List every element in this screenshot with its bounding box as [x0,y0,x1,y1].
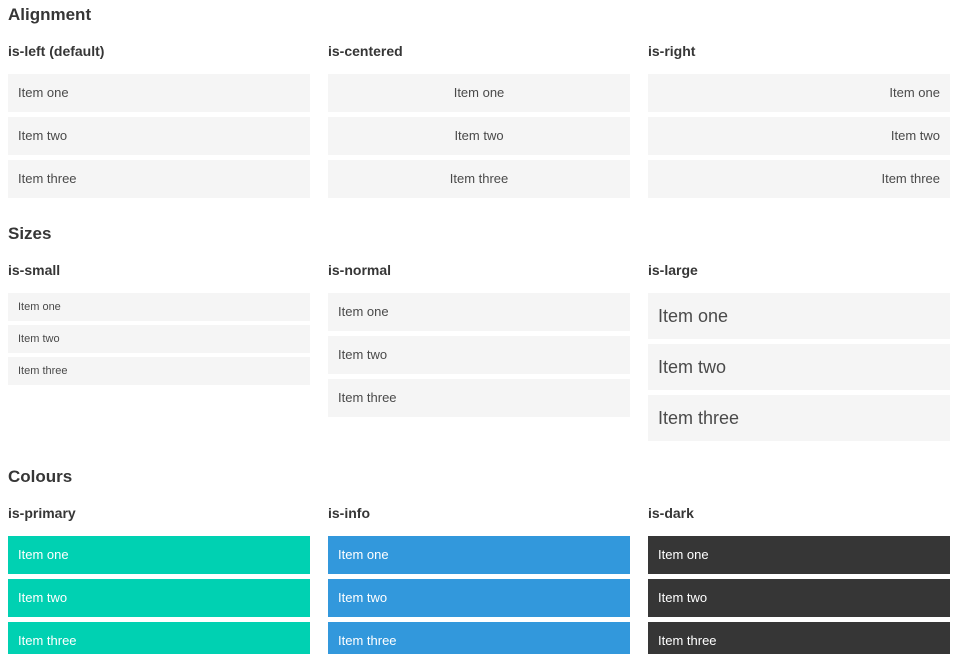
column-is-small: is-small Item one Item two Item three [8,244,310,389]
column-heading-is-normal: is-normal [328,262,392,278]
column-is-primary: is-primary Item one Item two Item three [8,487,310,654]
column-is-info: is-info Item one Item two Item three [328,487,630,654]
alignment-grid: is-left (default) Item one Item two Item… [8,25,950,203]
list-normal: Item one Item two Item three [328,293,630,417]
list-item: Item one [8,536,310,574]
list-item: Item one [8,74,310,112]
section-alignment: Alignment is-left (default) Item one Ite… [8,5,950,203]
list-item: Item two [648,344,950,390]
list-dark: Item one Item two Item three [648,536,950,654]
column-heading-is-small: is-small [8,262,61,278]
section-title-sizes: Sizes [8,224,52,243]
column-is-large: is-large Item one Item two Item three [648,244,950,446]
list-item: Item three [8,357,310,385]
list-item: Item one [328,74,630,112]
column-is-centered: is-centered Item one Item two Item three [328,25,630,203]
list-item: Item one [8,293,310,321]
column-heading-is-info: is-info [328,505,370,521]
column-heading-is-large: is-large [648,262,698,278]
column-heading-is-primary: is-primary [8,505,76,521]
section-colours: Colours is-primary Item one Item two Ite… [8,467,950,654]
column-heading-is-centered: is-centered [328,43,403,59]
list-right-aligned: Item one Item two Item three [648,74,950,198]
list-item: Item three [328,622,630,654]
list-left-aligned: Item one Item two Item three [8,74,310,198]
column-heading-is-dark: is-dark [648,505,694,521]
list-item: Item two [648,117,950,155]
section-title-alignment: Alignment [8,5,92,24]
list-item: Item one [328,536,630,574]
list-info: Item one Item two Item three [328,536,630,654]
list-item: Item one [328,293,630,331]
column-is-dark: is-dark Item one Item two Item three [648,487,950,654]
list-item: Item one [648,536,950,574]
colours-grid: is-primary Item one Item two Item three … [8,487,950,654]
list-item: Item three [8,160,310,198]
list-item: Item two [8,325,310,353]
section-sizes: Sizes is-small Item one Item two Item th… [8,224,950,446]
list-item: Item one [648,74,950,112]
list-item: Item three [648,160,950,198]
column-is-right: is-right Item one Item two Item three [648,25,950,203]
list-item: Item three [648,395,950,441]
list-item: Item two [328,336,630,374]
list-item: Item two [8,579,310,617]
list-item: Item three [328,379,630,417]
list-primary: Item one Item two Item three [8,536,310,654]
list-item: Item three [328,160,630,198]
list-item: Item three [648,622,950,654]
list-small: Item one Item two Item three [8,293,310,385]
list-item: Item three [8,622,310,654]
list-item: Item two [8,117,310,155]
list-item: Item one [648,293,950,339]
column-is-normal: is-normal Item one Item two Item three [328,244,630,422]
list-center-aligned: Item one Item two Item three [328,74,630,198]
section-title-colours: Colours [8,467,73,486]
list-large: Item one Item two Item three [648,293,950,441]
column-heading-is-right: is-right [648,43,696,59]
list-item: Item two [648,579,950,617]
column-is-left: is-left (default) Item one Item two Item… [8,25,310,203]
list-item: Item two [328,579,630,617]
column-heading-is-left: is-left (default) [8,43,105,59]
sizes-grid: is-small Item one Item two Item three is… [8,244,950,446]
list-item: Item two [328,117,630,155]
